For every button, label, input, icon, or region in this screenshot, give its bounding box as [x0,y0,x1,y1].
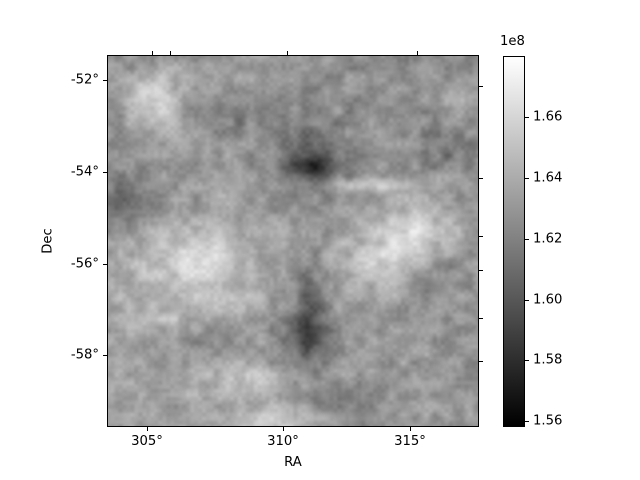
y-tick-label: -58° [70,347,99,363]
colorbar-tick [525,421,529,423]
y-tick-right [479,270,483,272]
y-tick-left [103,264,107,266]
x-tick-top [170,51,172,55]
colorbar-tick [525,239,529,241]
y-tick-right [479,236,483,238]
colorbar-tick [525,360,529,362]
y-tick-label: -52° [70,72,99,88]
x-axis-title: RA [284,455,302,470]
y-tick-right [479,86,483,88]
y-tick-right [479,318,483,320]
colorbar-tick-label: 1.66 [533,109,563,125]
x-tick-top [287,51,289,55]
colorbar[interactable] [503,56,525,427]
x-tick-label: 305° [131,434,163,449]
y-tick-left [103,80,107,82]
colorbar-tick-label: 1.56 [533,413,563,429]
colorbar-tick-label: 1.62 [533,231,563,247]
x-tick-bottom [410,427,412,431]
y-tick-label: -56° [70,256,99,272]
y-tick-label: -54° [70,164,99,180]
x-tick-label: 310° [267,434,299,449]
x-tick-top [417,51,419,55]
x-tick-label: 315° [394,434,426,449]
x-tick-bottom [147,427,149,431]
colorbar-tick [525,178,529,180]
y-tick-left [103,355,107,357]
x-tick-bottom [283,427,285,431]
colorbar-tick [525,300,529,302]
y-tick-right [479,178,483,180]
x-tick-top [152,51,154,55]
y-axis-title: Dec [40,228,56,254]
colorbar-tick-label: 1.58 [533,352,563,368]
colorbar-tick [525,117,529,119]
heatmap-image [108,56,478,426]
y-tick-right [479,361,483,363]
colorbar-offset-text: 1e8 [500,34,525,49]
heatmap-axes[interactable] [107,55,479,427]
colorbar-tick-label: 1.60 [533,292,563,308]
colorbar-tick-label: 1.64 [533,170,563,186]
y-tick-left [103,172,107,174]
